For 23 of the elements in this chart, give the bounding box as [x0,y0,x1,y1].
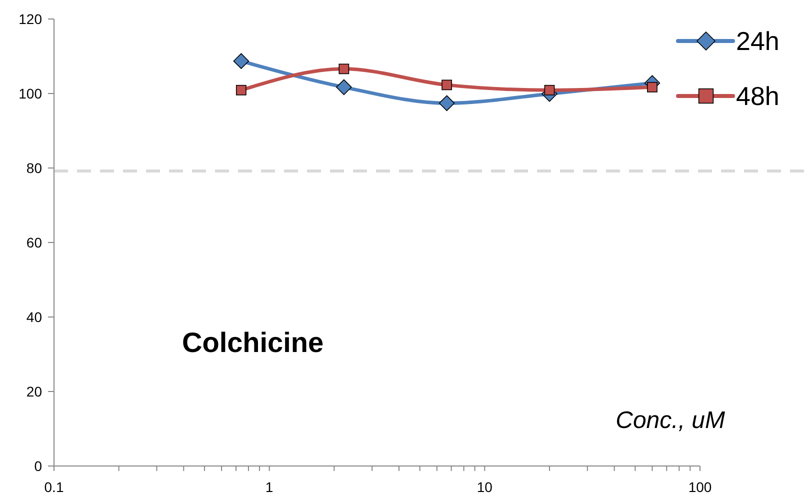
legend-label: 48h [736,81,780,112]
y-tick-label: 80 [26,160,42,176]
y-tick-label: 100 [18,85,42,102]
y-tick-label: 120 [18,10,42,27]
legend-label: 24h [736,26,780,56]
x-tick-label: 100 [688,479,712,495]
point [442,80,452,90]
x-tick-label: 10 [476,479,493,495]
point [233,53,250,69]
x-tick-label: 1 [265,479,274,495]
point [438,95,455,112]
x-axis-title: Conc., uM [616,407,726,434]
y-tick-label: 40 [26,308,42,325]
y-tick-label: 0 [34,458,42,474]
point [338,64,350,74]
point [647,82,658,92]
y-tick-label: 60 [26,234,42,250]
point [336,79,352,96]
point [236,84,246,96]
annotation: Colchicine [182,327,324,358]
y-tick-label: 20 [26,383,42,400]
point [544,84,555,96]
x-tick-label: 0.1 [44,479,64,495]
